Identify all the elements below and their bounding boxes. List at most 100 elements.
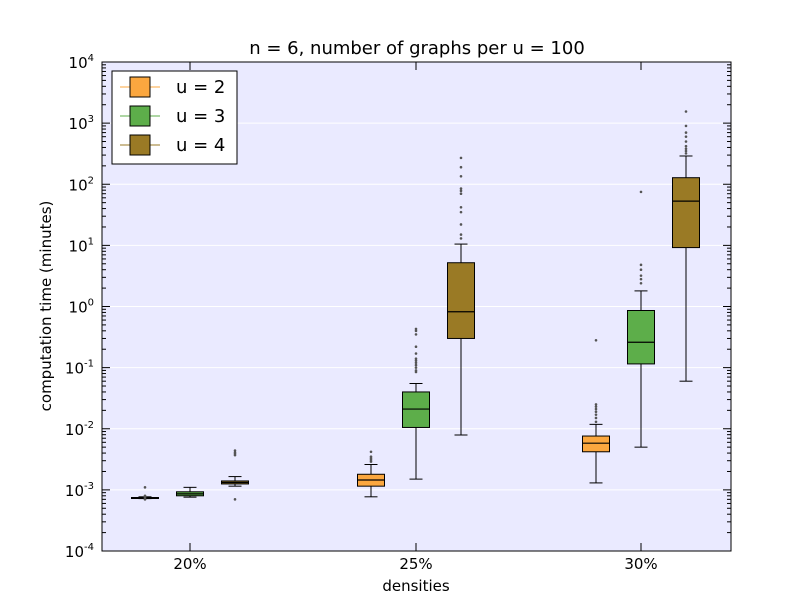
- outlier-point: [594, 420, 598, 424]
- outlier-point: [369, 455, 373, 458]
- outlier-point: [594, 405, 598, 408]
- y-tick-base: 10: [65, 360, 84, 378]
- outlier-point: [414, 329, 418, 333]
- outlier-point: [684, 124, 688, 128]
- outlier-point: [594, 416, 598, 420]
- y-tick-exponent: -2: [84, 420, 94, 431]
- outlier-point: [414, 359, 418, 362]
- outlier-point: [684, 140, 688, 143]
- outlier-point: [143, 486, 147, 489]
- y-tick-exponent: -3: [84, 481, 94, 492]
- y-tick-label: 101: [69, 236, 94, 255]
- outlier-point: [459, 223, 463, 226]
- x-tick-label: 20%: [173, 555, 206, 573]
- outlier-point: [684, 110, 688, 113]
- legend-swatch: [129, 134, 151, 156]
- outlier-point: [594, 338, 598, 342]
- outlier-point: [459, 205, 463, 209]
- outlier-point: [369, 450, 373, 454]
- box: [402, 391, 430, 428]
- y-tick-label: 102: [69, 175, 94, 194]
- outlier-point: [414, 366, 418, 369]
- y-axis-label: computation time (minutes): [37, 201, 55, 412]
- y-tick-base: 10: [65, 421, 84, 439]
- box: [627, 310, 655, 365]
- y-tick-base: 10: [69, 54, 88, 72]
- y-tick-label: 10-3: [65, 481, 94, 500]
- outlier-point: [459, 237, 463, 240]
- y-tick-base: 10: [65, 482, 84, 500]
- legend-swatch: [129, 105, 151, 127]
- box: [672, 177, 700, 249]
- outlier-point: [684, 152, 688, 155]
- outlier-point: [459, 189, 463, 193]
- outlier-point: [414, 369, 418, 372]
- y-tick-exponent: 3: [88, 114, 94, 125]
- outlier-point: [639, 190, 643, 194]
- outlier-point: [414, 357, 418, 360]
- outlier-point: [639, 274, 643, 277]
- outlier-point: [639, 281, 643, 285]
- outlier-point: [684, 144, 688, 148]
- x-tick-label: 25%: [399, 555, 432, 573]
- y-tick-label: 104: [69, 53, 94, 72]
- outlier-point: [684, 131, 688, 134]
- y-tick-exponent: 0: [88, 298, 94, 309]
- outlier-point: [594, 410, 598, 414]
- y-tick-base: 10: [69, 115, 88, 133]
- box: [447, 262, 475, 339]
- chart-title: n = 6, number of graphs per u = 100: [249, 38, 585, 59]
- y-tick-label: 10-1: [65, 359, 94, 378]
- outlier-point: [414, 327, 418, 331]
- outlier-point: [459, 233, 463, 236]
- outlier-point: [414, 363, 418, 367]
- y-tick-label: 100: [69, 298, 94, 317]
- marks-layer: [131, 110, 700, 501]
- y-tick-label: 10-4: [65, 542, 94, 561]
- outlier-point: [143, 494, 147, 498]
- x-axis-label: densities: [382, 577, 450, 595]
- outlier-point: [459, 174, 463, 178]
- outlier-point: [143, 497, 147, 501]
- outlier-point: [233, 451, 237, 454]
- y-tick-exponent: 4: [88, 53, 94, 64]
- legend-label: u = 4: [176, 135, 225, 156]
- outlier-point: [233, 498, 237, 501]
- legend-label: u = 3: [176, 106, 225, 127]
- outlier-point: [459, 165, 463, 169]
- outlier-point: [414, 352, 418, 355]
- x-tick-label: 30%: [624, 555, 657, 573]
- y-tick-base: 10: [69, 176, 88, 194]
- outlier-point: [414, 345, 418, 348]
- legend-swatch: [129, 76, 151, 98]
- y-tick-base: 10: [69, 237, 88, 255]
- outlier-point: [414, 333, 418, 336]
- outlier-point: [684, 147, 688, 151]
- outlier-point: [414, 361, 418, 365]
- legend-label: u = 2: [176, 77, 225, 98]
- outlier-point: [459, 192, 463, 196]
- y-tick-label: 10-2: [65, 420, 94, 439]
- y-tick-base: 10: [65, 543, 84, 561]
- outlier-point: [459, 156, 463, 160]
- legend: u = 2 u = 3 u = 4: [111, 70, 238, 165]
- outlier-point: [594, 403, 598, 406]
- y-tick-exponent: 2: [88, 175, 94, 186]
- y-tick-exponent: -4: [84, 542, 94, 553]
- outlier-point: [639, 268, 643, 271]
- outlier-point: [594, 413, 598, 416]
- outlier-point: [684, 135, 688, 138]
- y-tick-exponent: -1: [84, 359, 94, 370]
- y-tick-exponent: 1: [88, 236, 94, 247]
- outlier-point: [684, 149, 688, 153]
- outlier-point: [459, 187, 463, 190]
- outlier-point: [233, 449, 237, 452]
- box: [582, 435, 610, 453]
- outlier-point: [639, 263, 643, 267]
- outlier-point: [594, 407, 598, 411]
- outlier-point: [459, 210, 463, 214]
- y-tick-label: 103: [69, 114, 94, 133]
- outlier-point: [639, 277, 643, 281]
